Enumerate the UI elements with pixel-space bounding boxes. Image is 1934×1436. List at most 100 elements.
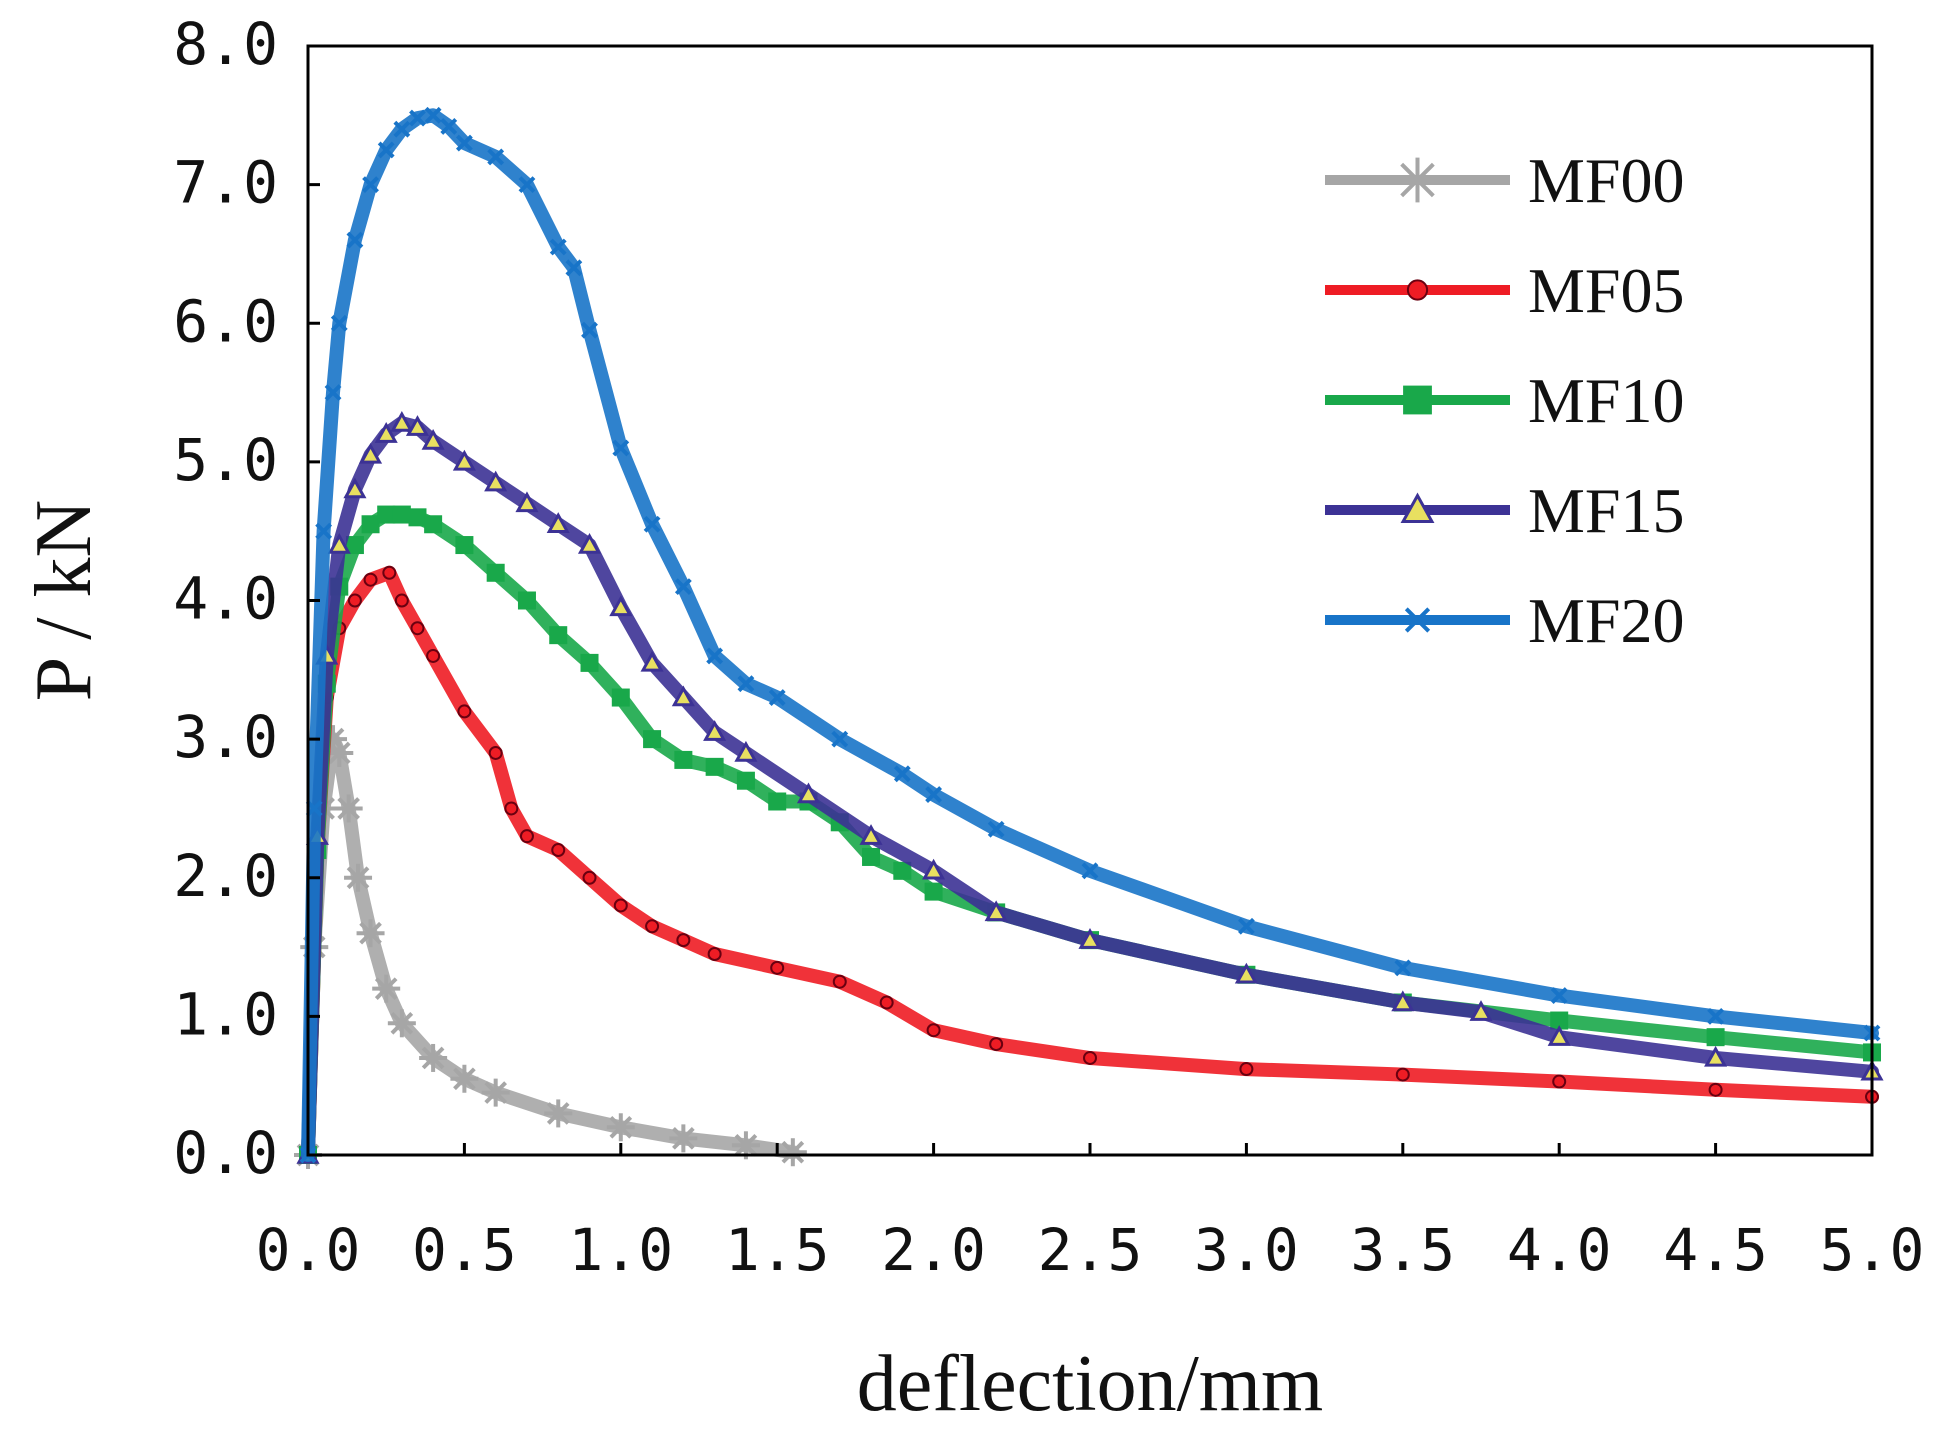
data-point xyxy=(893,765,911,783)
y-tick-label: 8.0 xyxy=(173,10,278,78)
legend-marker xyxy=(1404,607,1431,633)
y-tick-label: 2.0 xyxy=(173,842,278,910)
legend-item-mf00: MF00 xyxy=(1325,145,1685,216)
legend-marker xyxy=(1406,279,1429,301)
data-point xyxy=(362,176,379,194)
y-tick-label: 4.0 xyxy=(173,565,278,633)
x-tick-label: 0.5 xyxy=(412,1216,517,1284)
legend-item-mf05: MF05 xyxy=(1325,255,1685,326)
data-point xyxy=(455,134,473,152)
data-point xyxy=(879,995,894,1010)
data-point xyxy=(1081,862,1099,880)
data-point xyxy=(382,565,397,580)
data-point xyxy=(419,1043,448,1072)
data-point xyxy=(645,919,660,934)
data-point xyxy=(519,829,534,844)
x-tick-label: 3.5 xyxy=(1350,1216,1455,1284)
y-tick-label: 0.0 xyxy=(173,1119,278,1187)
data-point xyxy=(862,847,881,866)
data-point xyxy=(1391,990,1415,1012)
series-line xyxy=(301,108,1879,1162)
data-point xyxy=(676,933,691,948)
data-point xyxy=(457,704,472,719)
data-point xyxy=(343,477,367,499)
data-point xyxy=(484,470,508,492)
data-point xyxy=(1552,1074,1567,1089)
data-point xyxy=(549,238,567,256)
data-point xyxy=(924,882,943,901)
y-tick-label: 1.0 xyxy=(173,980,278,1048)
data-point xyxy=(487,148,505,166)
data-point xyxy=(707,946,722,961)
legend-label: MF05 xyxy=(1528,255,1685,326)
data-point xyxy=(859,824,883,845)
series-mf20 xyxy=(299,106,1881,1164)
data-point xyxy=(361,515,380,534)
data-point xyxy=(831,730,849,748)
data-point xyxy=(737,675,755,693)
data-point xyxy=(486,563,505,582)
data-point xyxy=(334,794,363,823)
legend-label: MF10 xyxy=(1528,365,1685,436)
data-point xyxy=(984,900,1008,922)
legend-item-mf15: MF15 xyxy=(1325,475,1685,546)
data-point xyxy=(734,740,758,762)
x-tick-label: 3.0 xyxy=(1194,1216,1299,1284)
x-tick-label: 4.0 xyxy=(1507,1216,1612,1284)
data-point xyxy=(440,117,458,135)
data-point xyxy=(344,863,373,892)
data-point xyxy=(1234,962,1258,984)
data-point xyxy=(518,176,536,194)
y-tick-label: 6.0 xyxy=(173,287,278,355)
y-tick-label: 3.0 xyxy=(173,703,278,771)
data-point xyxy=(565,259,583,277)
data-point xyxy=(703,720,727,741)
data-point xyxy=(609,595,633,617)
data-point xyxy=(394,593,409,608)
data-point xyxy=(324,384,342,401)
data-point xyxy=(515,491,539,513)
series-layer xyxy=(294,106,1884,1169)
data-point xyxy=(770,960,785,975)
axes: 0.0 0.5 1.0 1.5 2.0 2.5 3.0 3.5 4.0 4.5 5.0 0.0 1.0 2… xyxy=(20,10,1924,1428)
y-axis-title: P / kN xyxy=(20,500,108,702)
data-point xyxy=(504,801,519,816)
data-point xyxy=(377,141,395,159)
data-point xyxy=(424,515,443,534)
data-point xyxy=(374,422,398,443)
legend-label: MF00 xyxy=(1528,145,1685,216)
data-point xyxy=(926,1023,941,1038)
y-tick-label: 7.0 xyxy=(173,149,278,217)
x-tick-label: 0.0 xyxy=(256,1216,361,1284)
data-point xyxy=(731,1131,760,1160)
data-point xyxy=(1704,1045,1728,1067)
data-point xyxy=(377,505,396,524)
data-point xyxy=(347,593,362,608)
data-point xyxy=(640,650,664,672)
data-point xyxy=(346,231,364,249)
data-point xyxy=(613,898,628,913)
data-point xyxy=(893,861,912,880)
data-point xyxy=(1395,1067,1410,1082)
data-point xyxy=(669,1124,698,1153)
data-point xyxy=(405,415,430,436)
data-point xyxy=(424,106,442,124)
data-point xyxy=(1707,1007,1725,1025)
data-point xyxy=(1706,1028,1725,1047)
data-point xyxy=(705,757,724,776)
data-point xyxy=(582,870,597,885)
legend-label: MF20 xyxy=(1528,585,1685,656)
series-line xyxy=(301,732,800,1162)
x-tick-label: 1.0 xyxy=(568,1216,673,1284)
data-point xyxy=(549,626,568,645)
data-point xyxy=(922,858,946,880)
data-point xyxy=(363,572,378,587)
data-point xyxy=(1078,928,1102,949)
data-point xyxy=(390,410,414,432)
x-axis-title: deflection/mm xyxy=(857,1340,1324,1428)
data-point xyxy=(736,771,755,790)
data-point xyxy=(671,685,695,707)
legend-item-mf20: MF20 xyxy=(1325,585,1685,656)
data-point xyxy=(1550,987,1568,1004)
